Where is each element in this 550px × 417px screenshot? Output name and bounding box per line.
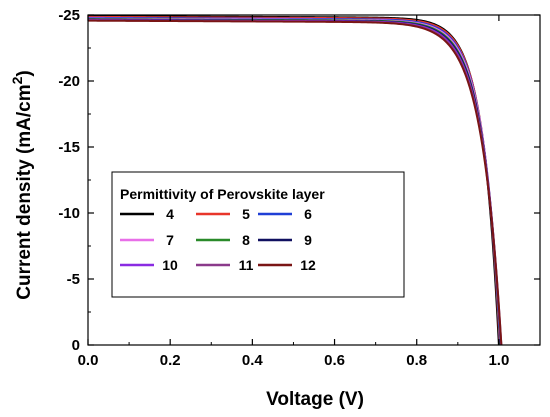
y-tick-label: -5 xyxy=(67,271,80,288)
plot-area xyxy=(87,15,503,346)
legend-label-5: 5 xyxy=(242,206,250,222)
legend-label-10: 10 xyxy=(162,257,178,273)
y-axis-title-close: ) xyxy=(14,70,35,76)
legend-box xyxy=(111,171,405,298)
legend-label-9: 9 xyxy=(304,232,312,248)
y-tick-label: -15 xyxy=(58,139,80,156)
legend-label-6: 6 xyxy=(304,206,312,222)
y-tick-label: 0 xyxy=(72,337,80,354)
legend-label-12: 12 xyxy=(300,257,316,273)
x-tick-label: 0.6 xyxy=(324,352,345,369)
axis-ticks: 0.0 0.2 0.4 0.6 0.8 1.0 -25 -20 -15 -10 -5 0 xyxy=(58,7,541,369)
x-tick-label: 0.8 xyxy=(406,352,427,369)
legend-label-11: 11 xyxy=(239,257,254,273)
y-axis-title: Current density (mA/cm2) xyxy=(9,70,35,300)
legend: Permittivity of Perovskite layer 4 5 6 7 8 9 1… xyxy=(111,171,405,298)
y-tick-label: -10 xyxy=(58,205,80,222)
legend-label-8: 8 xyxy=(242,232,250,248)
series-line-12 xyxy=(87,19,503,346)
legend-title: Permittivity of Perovskite layer xyxy=(120,186,325,202)
y-axis-title-main: Current density (mA/cm xyxy=(14,84,35,299)
y-tick-label: -20 xyxy=(58,73,80,90)
y-tick-label: -25 xyxy=(58,7,80,24)
x-tick-label: 0.4 xyxy=(242,352,264,369)
legend-entries: 4 5 6 7 8 9 10 11 12 xyxy=(120,206,316,273)
legend-label-7: 7 xyxy=(166,232,174,248)
x-tick-label: 0.2 xyxy=(160,352,181,369)
x-tick-label: 0.0 xyxy=(78,352,99,369)
y-axis-title-sup: 2 xyxy=(9,76,25,84)
x-tick-label: 1.0 xyxy=(488,352,509,369)
legend-label-4: 4 xyxy=(166,206,174,222)
x-axis-title: Voltage (V) xyxy=(266,389,364,410)
